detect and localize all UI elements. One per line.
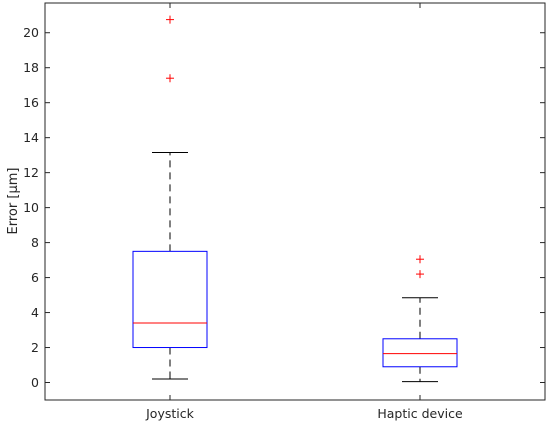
x-tick-label: Joystick xyxy=(145,406,194,421)
y-tick-label: 8 xyxy=(31,235,39,250)
outlier-marker xyxy=(416,255,424,264)
y-tick-label: 20 xyxy=(23,25,39,40)
y-tick-label: 4 xyxy=(31,305,39,320)
y-tick-label: 2 xyxy=(31,340,39,355)
y-tick-label: 14 xyxy=(23,130,39,145)
y-tick-label: 18 xyxy=(23,60,39,75)
plot-area xyxy=(44,2,546,401)
outlier-marker xyxy=(166,15,174,24)
box-group xyxy=(132,15,208,380)
box xyxy=(132,250,208,349)
y-tick-label: 0 xyxy=(31,375,39,390)
y-tick-label: 12 xyxy=(23,165,39,180)
x-axis: Joystick Haptic device xyxy=(145,3,463,421)
y-tick-label: 10 xyxy=(23,200,39,215)
boxes xyxy=(132,15,458,383)
outlier-marker xyxy=(166,74,174,83)
box-group xyxy=(382,255,458,383)
outlier-marker xyxy=(416,270,424,279)
box xyxy=(382,338,458,368)
y-axis: 0 2 4 6 8 10 12 14 16 18 20 xyxy=(23,25,545,390)
x-tick-label: Haptic device xyxy=(377,406,463,421)
y-axis-label: Error [μm] xyxy=(6,168,21,235)
y-tick-label: 16 xyxy=(23,95,39,110)
y-tick-label: 6 xyxy=(31,270,39,285)
